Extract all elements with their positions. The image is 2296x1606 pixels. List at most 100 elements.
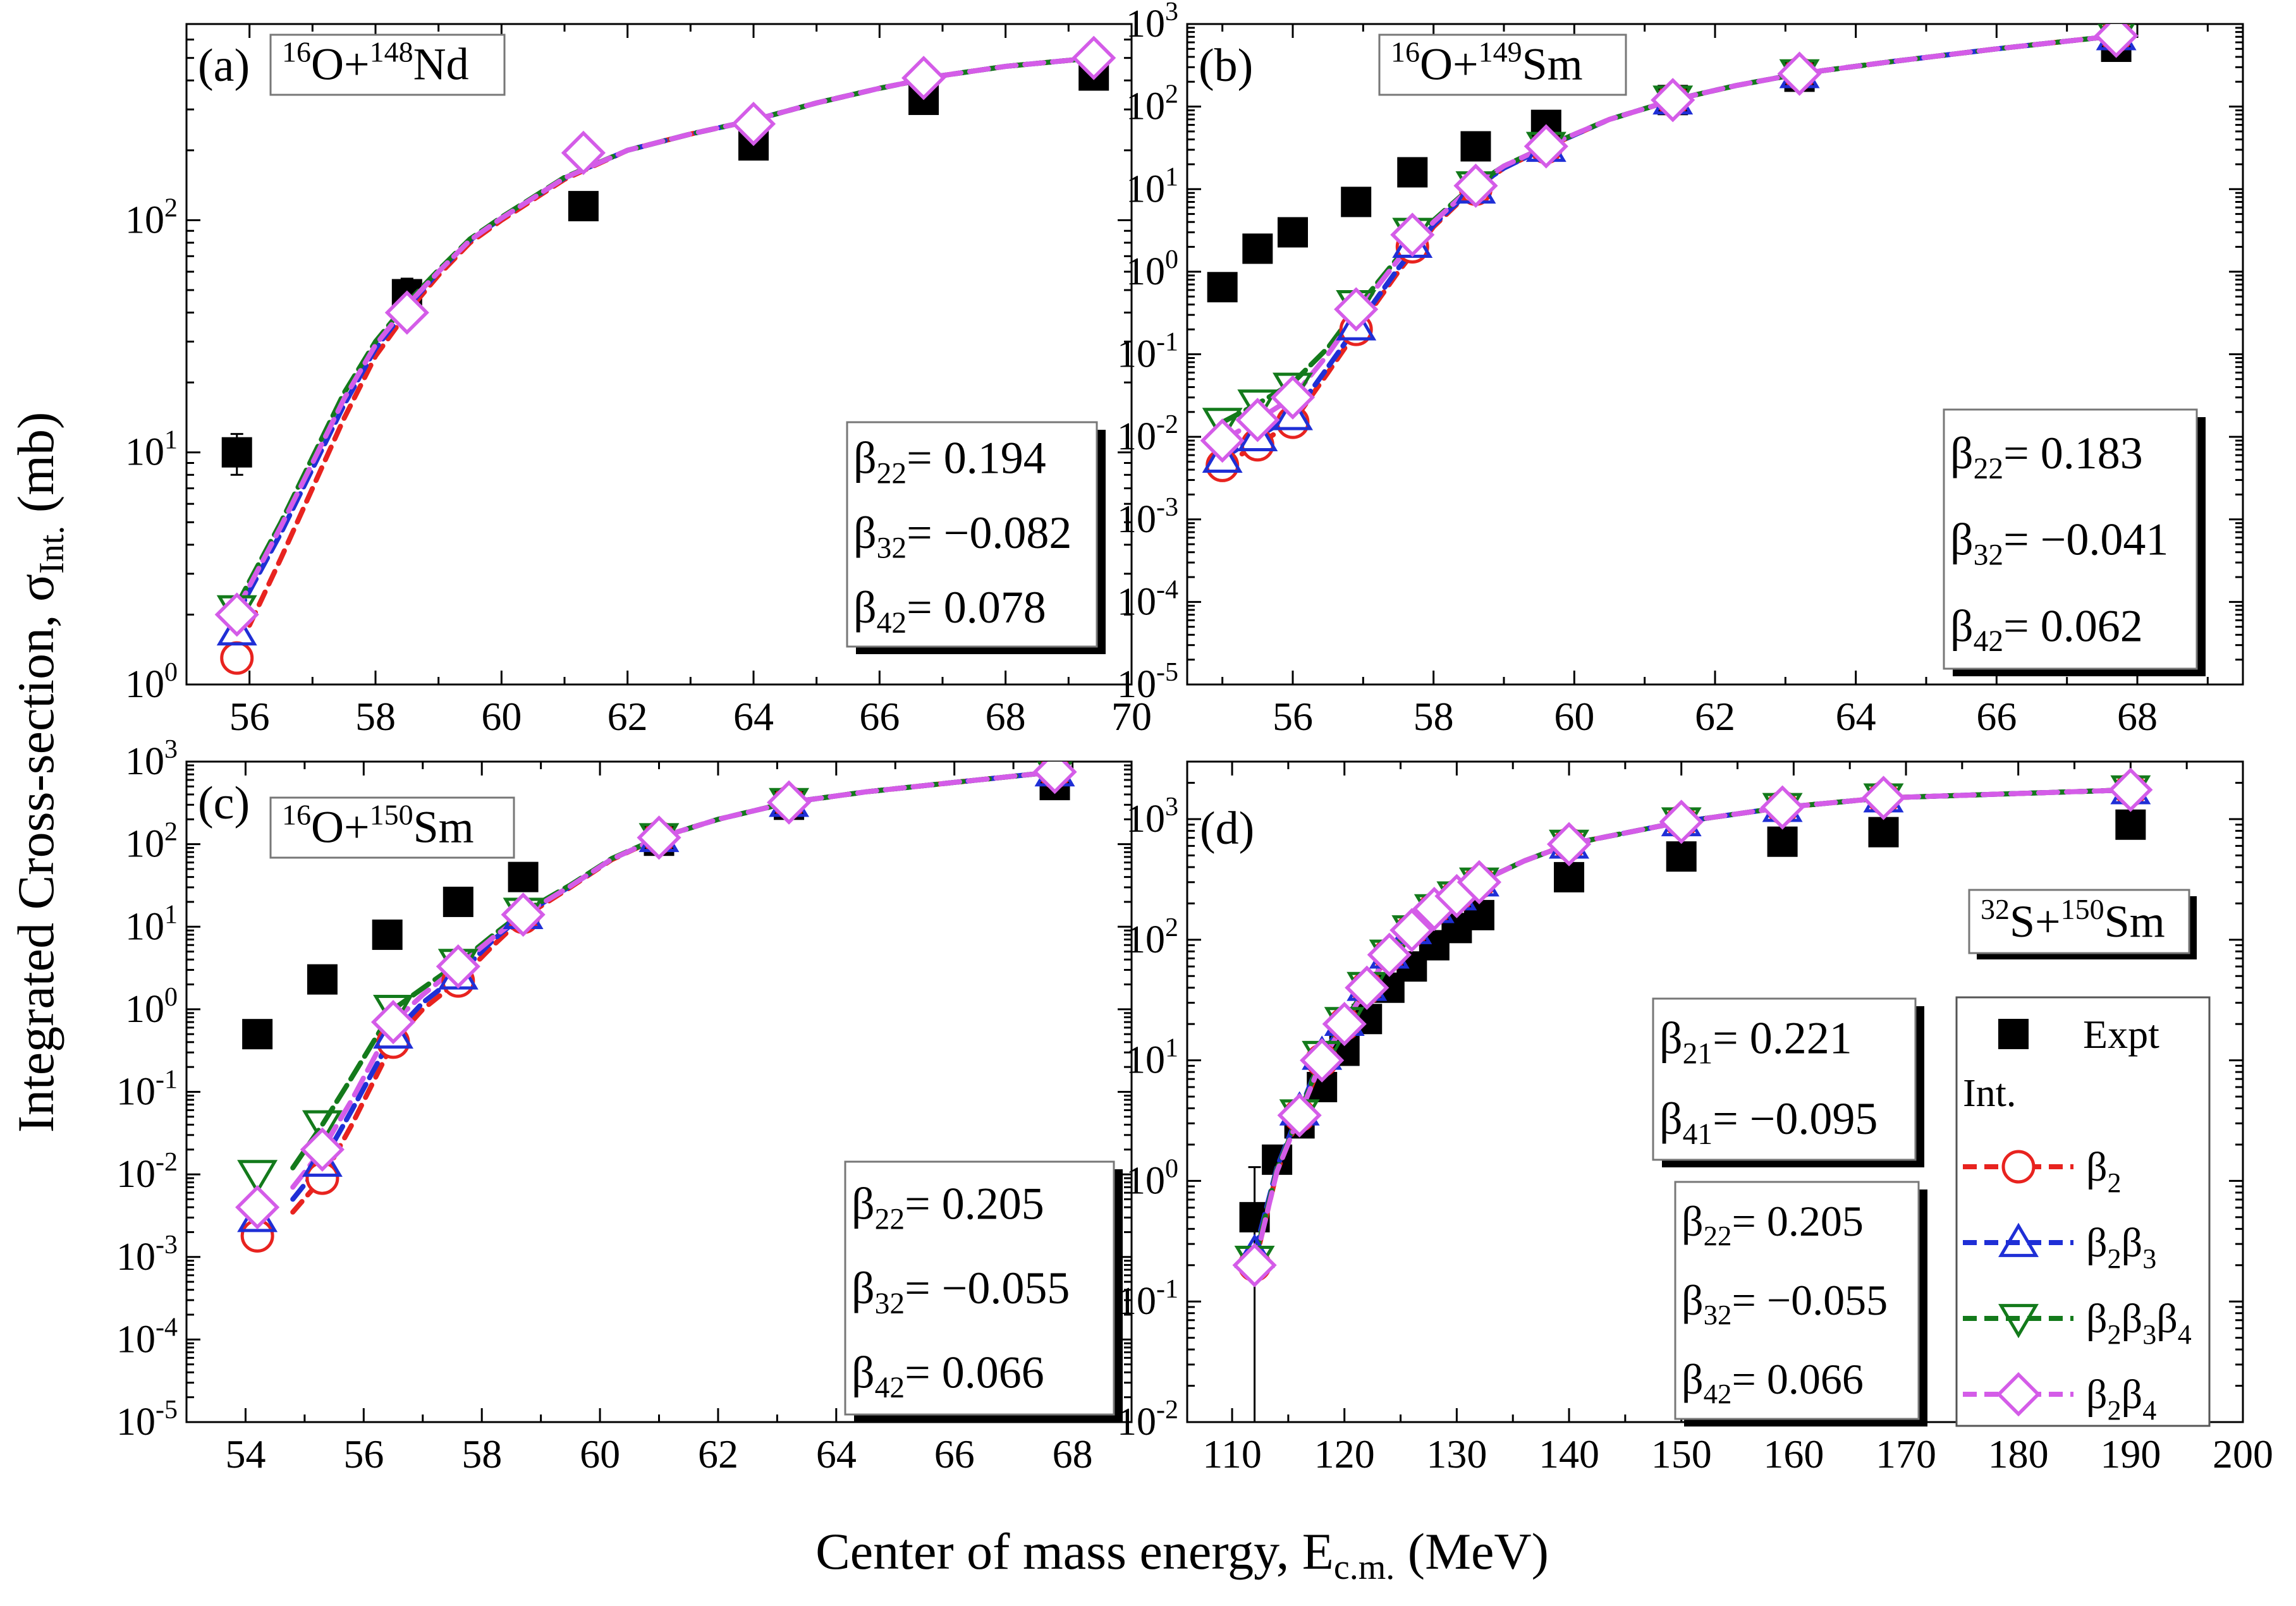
- panel-d-deformation-box-1-line-1: β21= 0.221: [1659, 1013, 1852, 1071]
- panel-c-marker-beta2beta4: [766, 780, 812, 825]
- panel-c-y-tick-label: 10-2: [116, 1148, 178, 1196]
- panel-d-deformation-box-subscript: 42: [1704, 1378, 1732, 1409]
- legend-marker-beta2beta3: [1998, 1222, 2039, 1257]
- panel-a-reaction-box: [269, 33, 506, 96]
- panel-c-y-tick-label: 10-5: [116, 1396, 178, 1444]
- panel-c-y-tick-exponent: -4: [156, 1313, 178, 1342]
- panel-c-y-tick-exponent: 2: [164, 818, 178, 847]
- x-axis-title: Center of mass energy, Ec.m. (MeV): [815, 1523, 1549, 1587]
- panel-b-x-tick-label: 56: [1273, 694, 1313, 739]
- panel-c-y-tick-exponent: -1: [156, 1066, 178, 1095]
- panel-c-deformation-box-line-3: β42= 0.066: [852, 1347, 1044, 1404]
- y-axis-title-main: Integrated Cross-section, σ: [7, 574, 64, 1133]
- panel-d-expt-point: [1554, 861, 1585, 892]
- panel-b-y-tick-mantissa: 10: [1117, 498, 1156, 541]
- panel-d-y-tick-mantissa: 10: [1117, 1401, 1156, 1444]
- panel-d-y-tick-exponent: 3: [1165, 793, 1178, 822]
- panel-a-deformation-box-value: = 0.194: [907, 432, 1046, 483]
- panel-b-x-tick-label: 62: [1695, 694, 1735, 739]
- panel-c-marker-beta2beta4: [501, 892, 546, 937]
- panel-d-y-tick-label: 10-1: [1117, 1275, 1178, 1323]
- panel-b-y-tick-mantissa: 10: [1117, 663, 1156, 706]
- panel-c-y-tick-mantissa: 10: [116, 1401, 156, 1444]
- panel-c-reaction-label: 16O+150Sm: [282, 798, 474, 852]
- legend-expt-label: Expt: [2083, 1012, 2159, 1057]
- panel-b-expt-point: [1278, 217, 1308, 248]
- panel-c-deformation-box-subscript: 32: [875, 1287, 905, 1320]
- panel-a-x-tick-label: 66: [859, 694, 900, 739]
- panel-d-x-tick-label: 180: [1988, 1432, 2049, 1476]
- panel-d-y-tick-label: 103: [1126, 793, 1178, 841]
- panel-b-y-tick-label: 101: [1126, 162, 1178, 210]
- panel-c-plot-area: [235, 762, 1077, 1253]
- panel-b-x-tick-label: 58: [1414, 694, 1454, 739]
- panel-a-expt-point: [568, 191, 599, 222]
- panel-d-deformation-box-line-3: β42= 0.066: [1682, 1355, 1864, 1409]
- panel-d-marker-beta2beta4: [1456, 860, 1502, 904]
- legend-expt-marker: [1998, 1019, 2029, 1049]
- panel-b-deformation-box-line-2: β32= −0.041: [1950, 514, 2168, 572]
- panel-d-expt-point: [1666, 841, 1697, 872]
- panel-b-y-tick-label: 103: [1126, 0, 1178, 46]
- panel-d-deformation-box-1-line-2: β41= −0.095: [1659, 1093, 1878, 1151]
- panel-d-y-tick-mantissa: 10: [1117, 1280, 1156, 1323]
- panel-b-y-tick-label: 10-2: [1117, 410, 1178, 458]
- panel-d-x-tick-label: 130: [1426, 1432, 1487, 1476]
- panel-b-label: (b): [1199, 40, 1253, 92]
- panel-c-x-tick-label: 68: [1053, 1432, 1093, 1476]
- legend-label-beta2: β2: [2086, 1144, 2122, 1198]
- panel-c-deformation-box-subscript: 22: [875, 1203, 905, 1236]
- panel-d-x-tick-label: 110: [1202, 1432, 1262, 1476]
- panel-d-expt-point: [1868, 817, 1899, 848]
- panel-d-y-tick-exponent: -2: [1156, 1396, 1178, 1425]
- x-axis-title-main: Center of mass energy, E: [815, 1523, 1334, 1580]
- panel-b-y-tick-label: 10-1: [1117, 328, 1178, 376]
- legend-frame: [1955, 996, 2211, 1427]
- panel-d-y-tick-mantissa: 10: [1126, 918, 1165, 961]
- panel-c-deformation-box-beta-symbol: β: [852, 1347, 875, 1397]
- panel-a-x-tick-label: 62: [608, 694, 648, 739]
- panel-b-expt-point: [1207, 272, 1238, 303]
- panel-b-y-tick-mantissa: 10: [1117, 415, 1156, 458]
- panel-b-plot-area: [1200, 24, 2139, 482]
- panel-b-marker-beta2beta3: [1273, 396, 1313, 430]
- panel-d-deformation-box-beta-symbol: β: [1682, 1276, 1704, 1324]
- panel-b-projectile-mass: 16: [1391, 35, 1420, 68]
- panel-b-marker-beta2beta3: [1336, 306, 1377, 341]
- panel-d-y-tick-label: 102: [1126, 913, 1178, 961]
- panel-b-y-tick-label: 100: [1126, 245, 1178, 293]
- panel-a-plot-area: [214, 35, 1116, 675]
- panel-d-y-tick-mantissa: 10: [1126, 1039, 1165, 1082]
- panel-a-y-tick-label: 101: [125, 426, 178, 474]
- legend-beta-symbol: β: [2086, 1220, 2108, 1266]
- legend-subscript: 2: [2108, 1395, 2122, 1426]
- panel-d-deformation-box-frame: [1674, 1181, 1920, 1420]
- panel-d-deformation-box-beta-symbol: β: [1682, 1355, 1704, 1403]
- panel-b-marker-beta2beta4: [1524, 124, 1568, 169]
- panel-a-x-tick-label: 60: [481, 694, 522, 739]
- panel-c-y-tick-mantissa: 10: [116, 1318, 156, 1361]
- panel-a-deformation-box-subscript: 22: [877, 457, 907, 490]
- panel-a-projectile-mass: 16: [282, 35, 311, 68]
- panel-b-expt-point: [1341, 186, 1372, 217]
- legend-subscript: 2: [2108, 1319, 2122, 1350]
- legend-beta-symbol: β: [2122, 1296, 2143, 1342]
- panel-d-x-tick-label: 200: [2213, 1432, 2273, 1476]
- panel-b-marker-beta2beta4: [2094, 24, 2139, 58]
- panel-b-deformation-box-beta-symbol: β: [1950, 514, 1974, 565]
- legend-beta-symbol: β: [2086, 1144, 2108, 1190]
- panel-b-deformation-box-frame: [1943, 408, 2198, 670]
- legend-subscript: 4: [2142, 1395, 2156, 1426]
- panel-d-x-tick-label: 160: [1763, 1432, 1824, 1476]
- panel-a-deformation-box-value: = −0.082: [907, 508, 1072, 558]
- panel-d-marker-beta2beta4: [2108, 767, 2153, 812]
- panel-a-marker-beta2beta4: [731, 101, 776, 147]
- panel-d-y-tick-mantissa: 10: [1126, 798, 1165, 841]
- legend-beta-symbol: β: [2086, 1296, 2108, 1342]
- panel-b-y-tick-mantissa: 10: [1126, 250, 1165, 293]
- panel-b-x-tick-label: 64: [1836, 694, 1876, 739]
- panel-a-deformation-box-beta-symbol: β: [853, 582, 877, 633]
- panel-c-marker-beta2beta4: [370, 1000, 416, 1045]
